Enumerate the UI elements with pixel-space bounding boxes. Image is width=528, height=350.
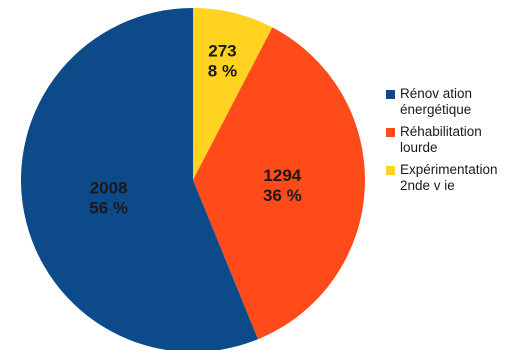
slice-renovation [21,8,258,350]
legend-label-rehabilitation: Réhabilitation lourde [400,124,482,155]
legend-swatch-experimentation [386,166,395,175]
legend-swatch-renovation [386,90,395,99]
slice-rehabilitation [193,27,366,340]
value-label-rehabilitation: 1294 [263,166,301,185]
slice-experimentation [193,8,273,180]
chart-legend: Rénov ation énergétique Réhabilitation l… [386,86,526,200]
legend-label-renovation: Rénov ation énergétique [400,86,473,117]
value-label-renovation: 2008 [90,179,128,198]
legend-item-rehabilitation: Réhabilitation lourde [386,124,526,156]
pie-slices [21,8,366,350]
legend-label-experimentation: Expérimentation 2nde v ie [400,162,498,193]
percent-label-rehabilitation: 36 % [263,186,302,205]
percent-label-renovation: 56 % [89,199,128,218]
percent-label-experimentation: 8 % [208,62,237,81]
legend-item-experimentation: Expérimentation 2nde v ie [386,162,526,194]
value-label-experimentation: 273 [208,42,236,61]
legend-swatch-rehabilitation [386,128,395,137]
legend-item-renovation: Rénov ation énergétique [386,86,526,118]
